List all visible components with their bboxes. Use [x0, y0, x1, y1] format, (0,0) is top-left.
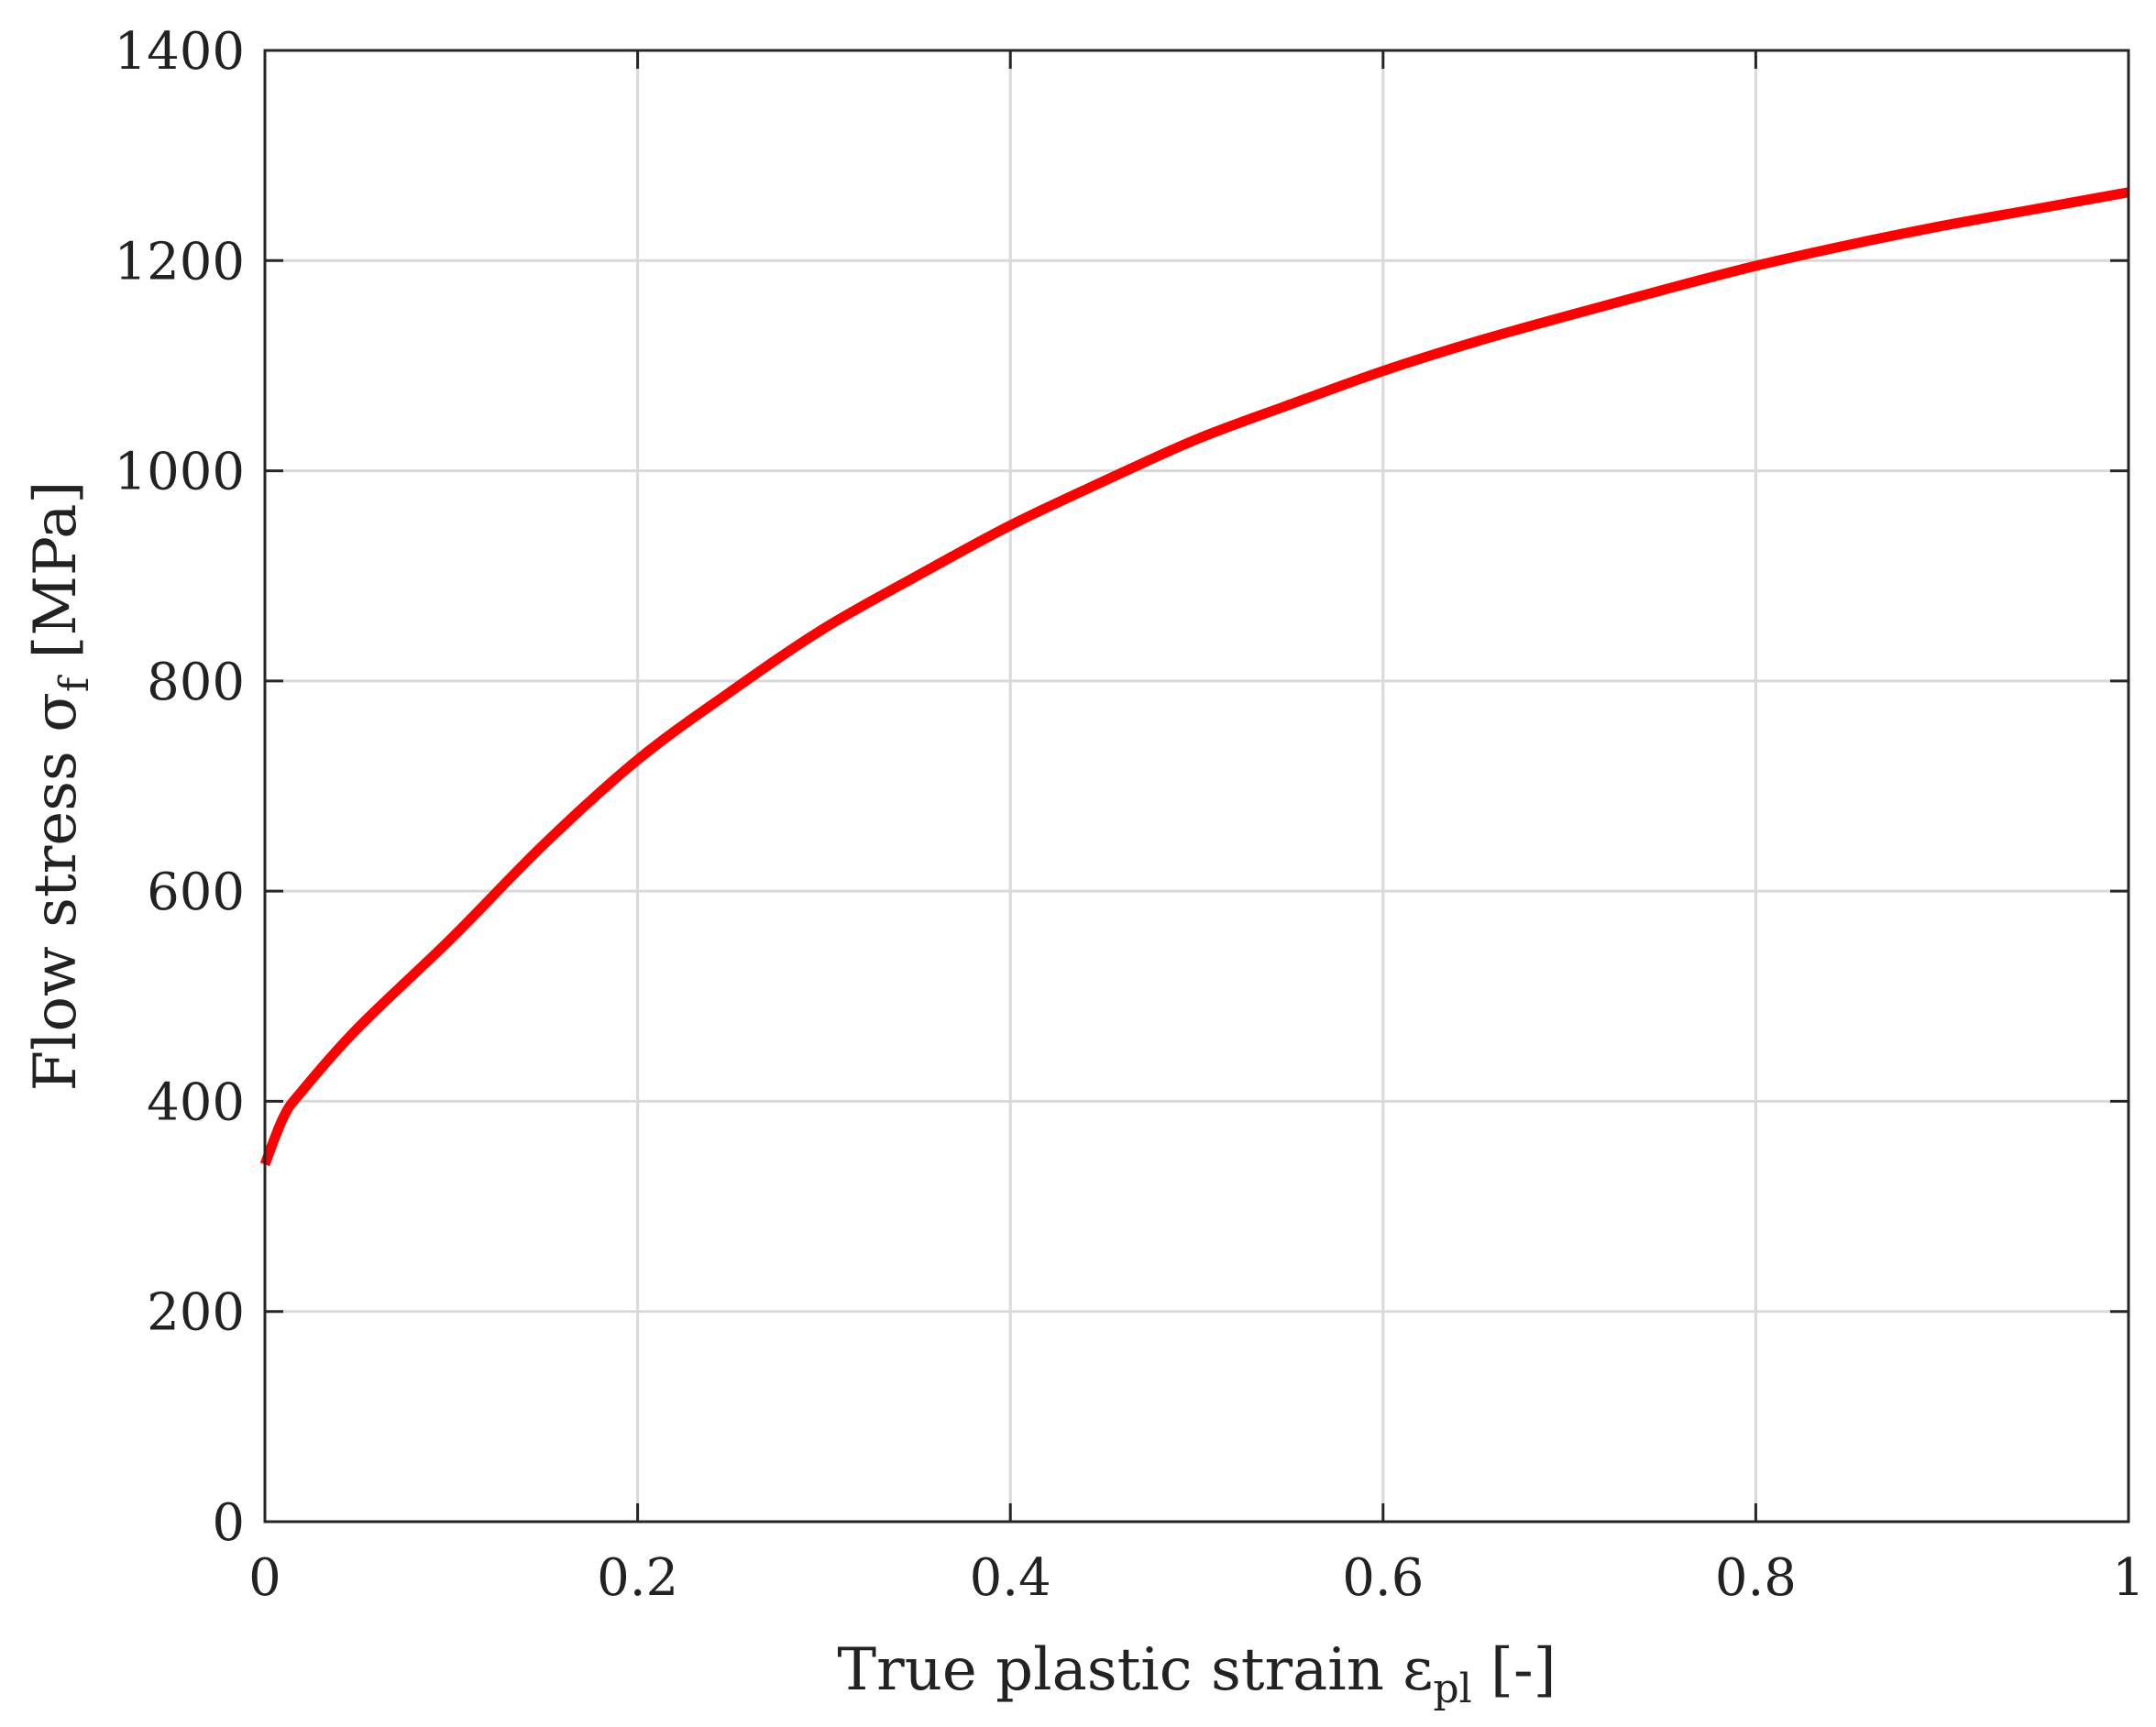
x-axis-label-main: True plastic strain ε [837, 1636, 1433, 1704]
tick-labels: 0 0.2 0.4 0.6 0.8 1 0 200 400 600 800 1000 1200 1400 [114, 22, 2144, 1608]
x-tick-label: 0.2 [597, 1548, 678, 1608]
axes-box [263, 49, 2130, 1524]
y-axis-label-main: Flow stress σ [22, 692, 90, 1091]
y-tick-label: 1200 [114, 232, 245, 292]
ticks [263, 49, 2130, 1524]
y-tick-label: 1400 [114, 22, 245, 82]
y-tick-label: 0 [212, 1493, 245, 1553]
y-axis-label: Flow stress σf [MPa] [22, 481, 98, 1092]
y-axis-label-sub: f [51, 675, 98, 692]
y-axis-label-suffix: [MPa] [22, 481, 90, 677]
series-line-flow-stress [259, 187, 2129, 1167]
x-tick-label: 1 [2112, 1548, 2145, 1608]
y-tick-label: 800 [147, 653, 245, 712]
x-tick-label: 0.8 [1715, 1548, 1797, 1608]
y-tick-label: 1000 [114, 443, 245, 502]
x-axis-label: True plastic strain εpl [-] [837, 1636, 1556, 1712]
x-tick-label: 0 [248, 1548, 281, 1608]
x-axis-label-suffix: [-] [1472, 1636, 1556, 1704]
x-tick-label: 0.6 [1342, 1548, 1424, 1608]
y-tick-label: 400 [147, 1072, 245, 1132]
y-tick-label: 200 [147, 1283, 245, 1343]
x-tick-label: 0.4 [970, 1548, 1051, 1608]
x-axis-label-sub: pl [1433, 1666, 1471, 1712]
series-layer [259, 187, 2129, 1167]
y-tick-label: 600 [147, 863, 245, 922]
